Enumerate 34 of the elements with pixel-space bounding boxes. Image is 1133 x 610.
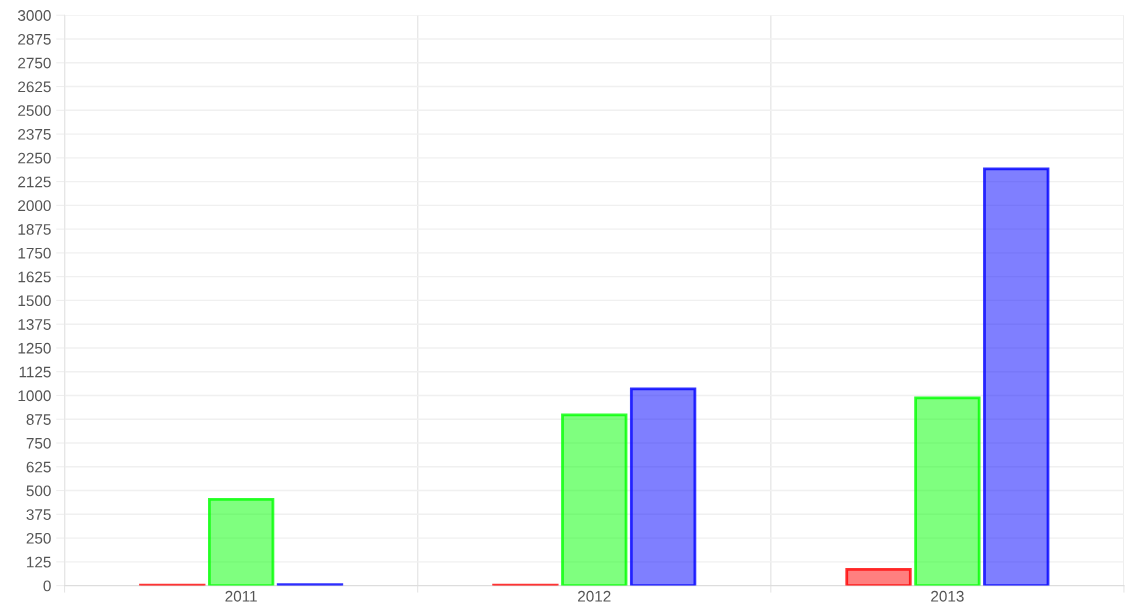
y-tick-label: 750 <box>26 437 51 449</box>
y-tick-label: 875 <box>26 414 51 425</box>
y-tick-label: 1500 <box>18 295 51 307</box>
y-tick-label: 1125 <box>19 366 51 378</box>
y-tick-label: 0 <box>43 580 51 592</box>
bar <box>207 497 275 586</box>
y-tick-label: 2750 <box>18 57 51 69</box>
bar <box>914 396 981 586</box>
y-tick-label: 2875 <box>18 33 51 45</box>
y-tick-label: 625 <box>26 461 51 473</box>
y-tick-label: 1625 <box>18 271 51 283</box>
bar <box>845 568 912 586</box>
y-tick-label: 3000 <box>17 10 51 21</box>
bar <box>561 413 628 586</box>
y-tick-label: 2375 <box>18 128 51 140</box>
y-tick-label: 2000 <box>18 200 51 212</box>
x-tick-label: 2011 <box>225 590 257 602</box>
x-tick-label: 2013 <box>931 590 964 602</box>
y-tick-label: 1750 <box>18 247 51 259</box>
y-tick-label: 2625 <box>18 81 51 93</box>
bar <box>629 387 697 586</box>
y-tick-label: 1875 <box>18 224 51 235</box>
y-tick-label: 2250 <box>18 152 51 164</box>
y-tick-label: 2125 <box>18 176 51 188</box>
y-tick-label: 2500 <box>18 105 51 116</box>
bar <box>983 167 1050 586</box>
y-tick-label: 125 <box>27 556 51 568</box>
x-tick-label: 2012 <box>578 590 611 602</box>
y-tick-label: 1375 <box>18 319 51 330</box>
y-tick-label: 1250 <box>18 342 51 354</box>
y-tick-label: 1000 <box>18 390 51 402</box>
y-tick-label: 500 <box>26 485 51 497</box>
y-tick-label: 375 <box>26 509 51 520</box>
y-tick-label: 250 <box>26 532 51 544</box>
